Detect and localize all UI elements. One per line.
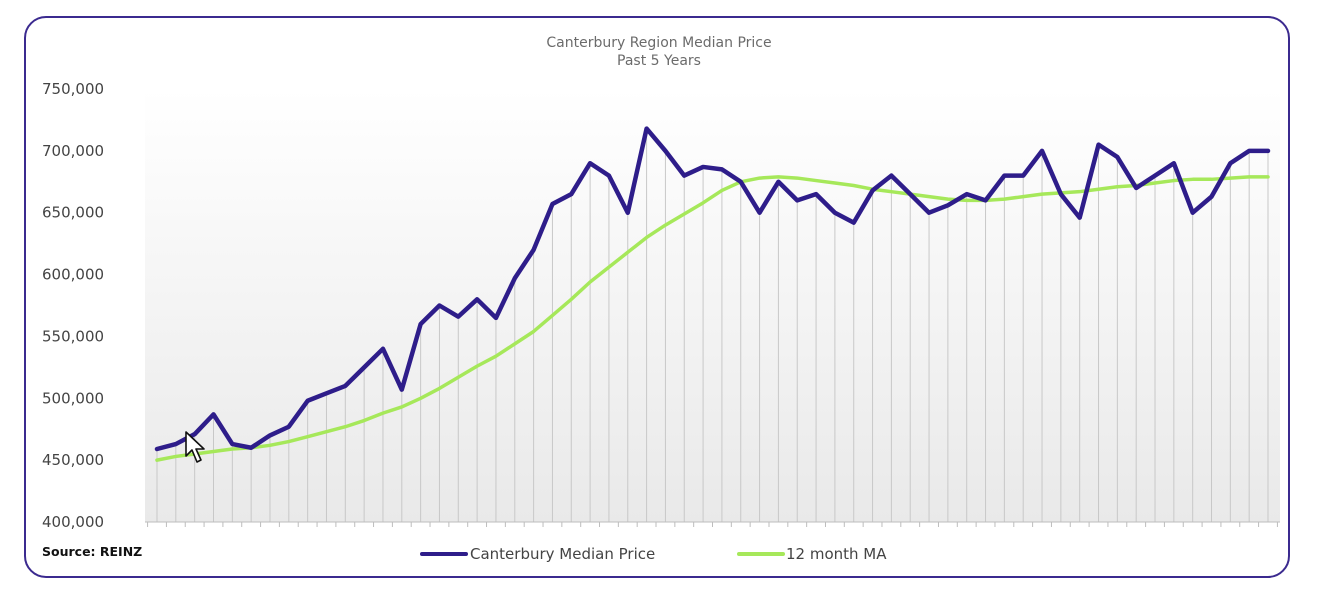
plot-background bbox=[145, 89, 1280, 522]
y-tick-label: 600,000 bbox=[42, 266, 104, 284]
y-tick-label: 750,000 bbox=[42, 80, 104, 98]
series-layer bbox=[154, 126, 1271, 462]
drop-lines bbox=[156, 128, 1269, 522]
legend-label-12-month-ma: 12 month MA bbox=[786, 545, 887, 563]
legend: Canterbury Median Price 12 month MA bbox=[420, 545, 887, 563]
chart-frame: Canterbury Region Median Price Past 5 Ye… bbox=[24, 16, 1290, 578]
y-tick-label: 550,000 bbox=[42, 327, 104, 345]
y-tick-label: 500,000 bbox=[42, 389, 104, 407]
series-line-12-month-ma bbox=[155, 175, 1270, 462]
legend-label-canterbury-median-price: Canterbury Median Price bbox=[470, 545, 655, 563]
chart: Canterbury Region Median Price Past 5 Ye… bbox=[42, 35, 1280, 563]
y-tick-label: 450,000 bbox=[42, 451, 104, 469]
y-tick-label: 700,000 bbox=[42, 142, 104, 160]
legend-item-12-month-ma: 12 month MA bbox=[737, 545, 887, 563]
y-tick-label: 400,000 bbox=[42, 513, 104, 531]
legend-item-canterbury-median-price: Canterbury Median Price bbox=[420, 545, 655, 563]
plot-area bbox=[145, 89, 1280, 522]
chart-title: Canterbury Region Median Price bbox=[546, 35, 771, 51]
series-line-canterbury-median-price bbox=[154, 126, 1271, 452]
y-tick-label: 650,000 bbox=[42, 204, 104, 222]
y-axis-ticks: 400,000 450,000 500,000 550,000 600,000 650,0… bbox=[42, 80, 104, 531]
source-label: Source: REINZ bbox=[42, 544, 142, 559]
mouse-cursor-icon bbox=[185, 431, 205, 463]
chart-subtitle: Past 5 Years bbox=[617, 53, 701, 69]
chart-titles: Canterbury Region Median Price Past 5 Ye… bbox=[546, 35, 771, 69]
x-axis bbox=[145, 521, 1280, 527]
